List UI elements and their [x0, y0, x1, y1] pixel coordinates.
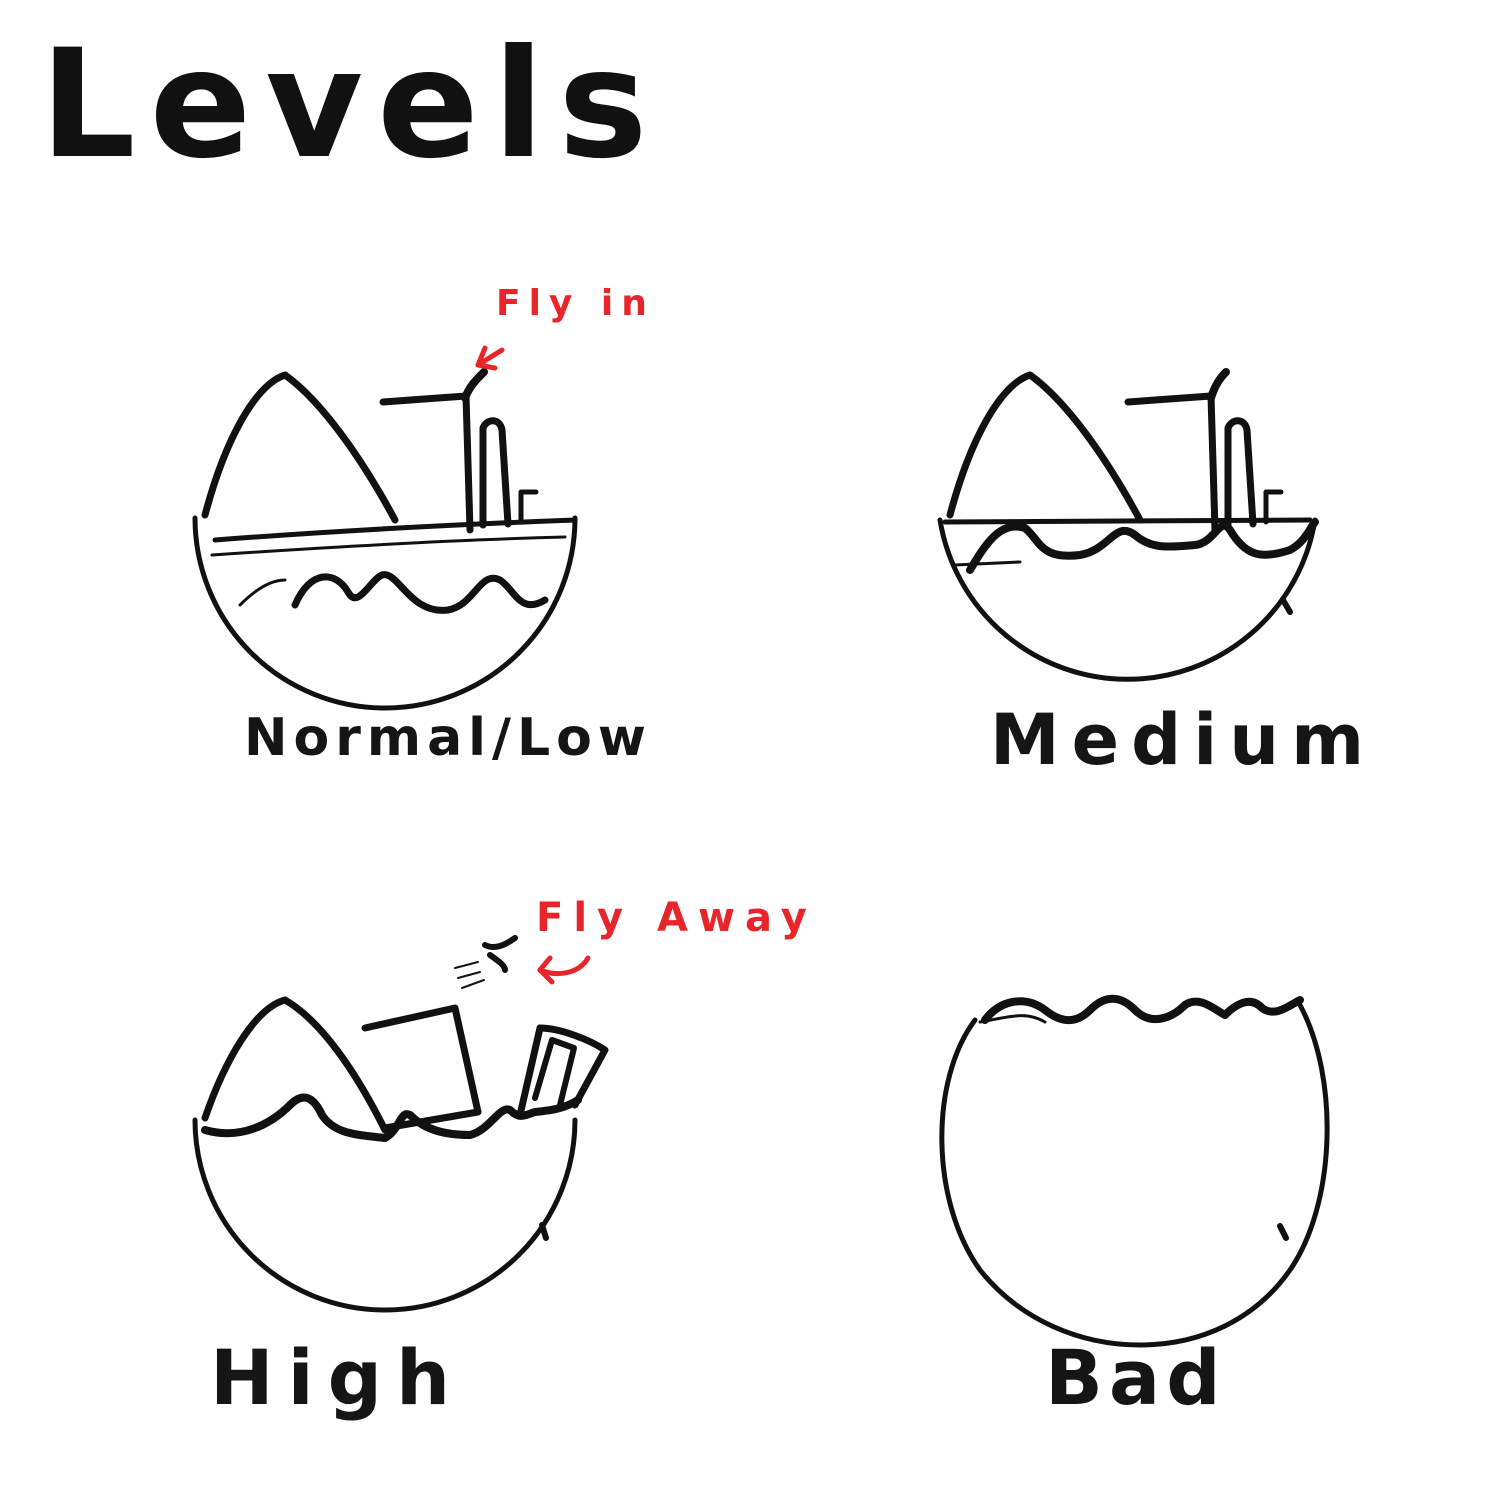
normal-wave: [291, 571, 549, 614]
high-bowl-mark: [539, 1222, 549, 1241]
level-label-normal: Normal/Low: [244, 708, 652, 768]
bird-motion-lines: [454, 961, 485, 989]
medium-horizon-line-2: [953, 560, 1022, 567]
medium-mountain: [946, 371, 1144, 524]
page-title: Levels: [40, 18, 662, 192]
normal-mountain: [201, 371, 399, 524]
normal-bowl: [192, 515, 578, 711]
medium-bowl-mark: [1280, 597, 1293, 615]
annotation-fly-away: Fly Away: [536, 895, 817, 941]
medium-ship-flag: [1263, 489, 1284, 525]
fly-in-arrow: [475, 345, 505, 371]
normal-horizon-line-2: [210, 535, 567, 557]
bird-icon: [454, 935, 518, 989]
level-high-illustration: [192, 996, 609, 1313]
bad-bowl-mark: [1277, 1223, 1289, 1241]
level-label-bad: Bad: [1045, 1333, 1227, 1422]
level-label-medium: Medium: [990, 699, 1377, 781]
medium-ship-tower: [1224, 417, 1257, 529]
normal-ship-tower: [479, 417, 512, 529]
level-bad-illustration: [939, 994, 1330, 1348]
annotation-fly-in: Fly in: [496, 283, 655, 324]
bad-wave-under: [978, 1014, 1047, 1024]
normal-horizon-line: [212, 517, 578, 543]
medium-ship-hull: [1124, 392, 1219, 534]
medium-wave: [966, 518, 1319, 574]
medium-ship-chimney: [1207, 368, 1230, 402]
level-label-high: High: [210, 1333, 465, 1422]
bad-wave: [981, 994, 1304, 1025]
high-bowl: [192, 1117, 578, 1313]
bad-bowl: [939, 1002, 1330, 1348]
medium-horizon-line: [942, 517, 1313, 525]
level-normal-illustration: [192, 368, 578, 711]
high-ship-cabin: [361, 1004, 482, 1132]
high-wave: [201, 1093, 582, 1142]
normal-ship-hull: [379, 392, 474, 534]
normal-ship-flag: [518, 489, 539, 525]
medium-bowl: [937, 517, 1318, 682]
normal-ship-chimney: [461, 368, 488, 402]
normal-wave-left: [238, 578, 287, 607]
high-mountain: [201, 996, 389, 1134]
high-ship-tower-inner: [532, 1037, 577, 1108]
high-ship-tower: [516, 1024, 609, 1119]
level-medium-illustration: [937, 368, 1319, 682]
fly-away-arrow: [537, 955, 591, 985]
